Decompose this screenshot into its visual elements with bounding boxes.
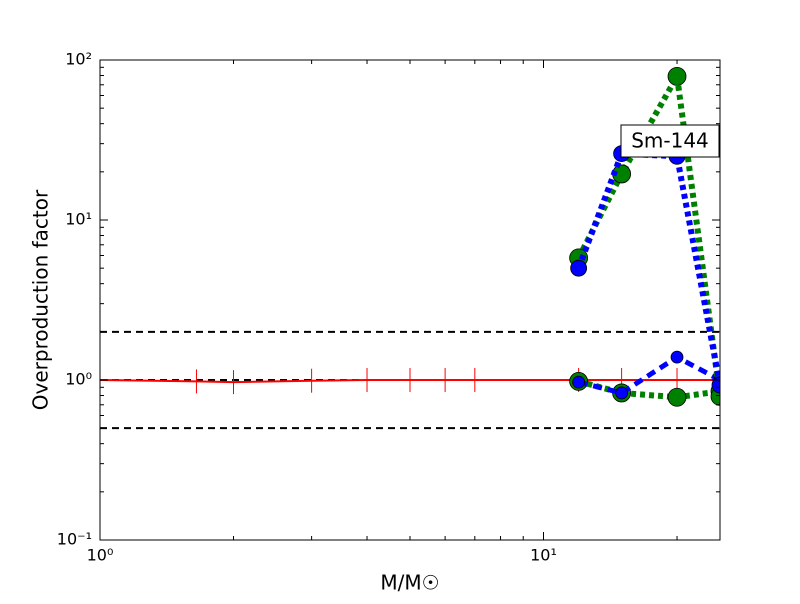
x-tick-label: 10¹ bbox=[530, 546, 557, 565]
y-axis-label: Overproduction factor bbox=[29, 189, 53, 410]
frame bbox=[99, 59, 721, 541]
marker bbox=[711, 376, 720, 394]
marker bbox=[667, 387, 687, 407]
marker bbox=[570, 259, 588, 277]
series-line bbox=[575, 67, 720, 397]
marker bbox=[615, 386, 629, 400]
x-tick-label: 10⁰ bbox=[87, 546, 114, 565]
y-tick-label: 10⁰ bbox=[65, 370, 92, 389]
x-axis-label: M/M☉ bbox=[380, 571, 439, 595]
marker bbox=[572, 375, 586, 389]
annotation-box bbox=[620, 124, 720, 158]
y-tick-label: 10¹ bbox=[65, 210, 92, 229]
plot bbox=[100, 66, 720, 430]
series-line bbox=[100, 379, 720, 384]
y-tick-label: 10² bbox=[65, 50, 92, 69]
series-line bbox=[575, 150, 720, 386]
marker bbox=[667, 66, 687, 86]
series-line bbox=[578, 354, 720, 396]
annotation: Sm-144 bbox=[631, 129, 709, 153]
marker bbox=[670, 350, 684, 364]
y-tick-label: 10⁻¹ bbox=[57, 530, 92, 549]
